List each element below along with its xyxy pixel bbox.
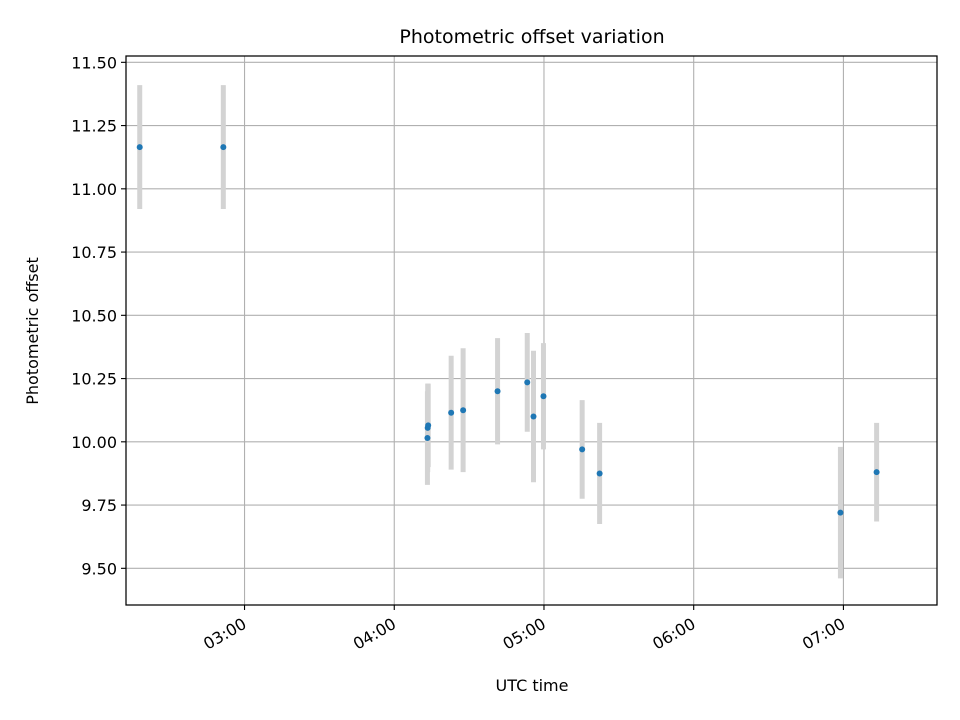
y-tick-label: 10.75 [71,243,117,262]
error-bars [137,85,880,579]
y-tick-label: 9.75 [81,496,117,515]
x-axis-label: UTC time [496,676,569,695]
x-tick-label: 06:00 [649,614,698,654]
y-tick-label: 11.25 [71,117,117,136]
data-point [530,413,537,420]
data-point [425,422,432,429]
y-tick-label: 9.50 [81,559,117,578]
data-point [220,144,227,151]
data-point [136,144,143,151]
data-point [579,446,586,453]
y-tick-label: 11.00 [71,180,117,199]
plot-frame [125,55,938,606]
data-point [494,388,501,395]
y-axis-label: Photometric offset [23,257,42,405]
data-point [524,379,531,386]
chart-title: Photometric offset variation [399,26,664,48]
data-point [873,469,880,476]
data-point [424,435,431,442]
y-tick-label: 10.00 [71,433,117,452]
data-point [540,393,547,400]
x-axis-ticks: 03:00 04:00 05:00 06:00 07:00 [200,605,848,654]
data-point [448,409,455,416]
x-tick-label: 03:00 [200,614,249,654]
data-point [837,509,844,516]
x-tick-label: 04:00 [350,614,399,654]
data-point [596,470,603,477]
y-tick-label: 11.50 [71,53,117,72]
data-point [460,407,467,414]
x-tick-label: 05:00 [500,614,549,654]
x-tick-label: 07:00 [799,614,848,654]
gridlines [126,56,937,605]
y-tick-label: 10.50 [71,306,117,325]
data-points [136,144,880,516]
y-axis-ticks: 9.50 9.75 10.00 10.25 10.50 10.75 11.00 11.25 11… [71,53,126,578]
y-tick-label: 10.25 [71,370,117,389]
